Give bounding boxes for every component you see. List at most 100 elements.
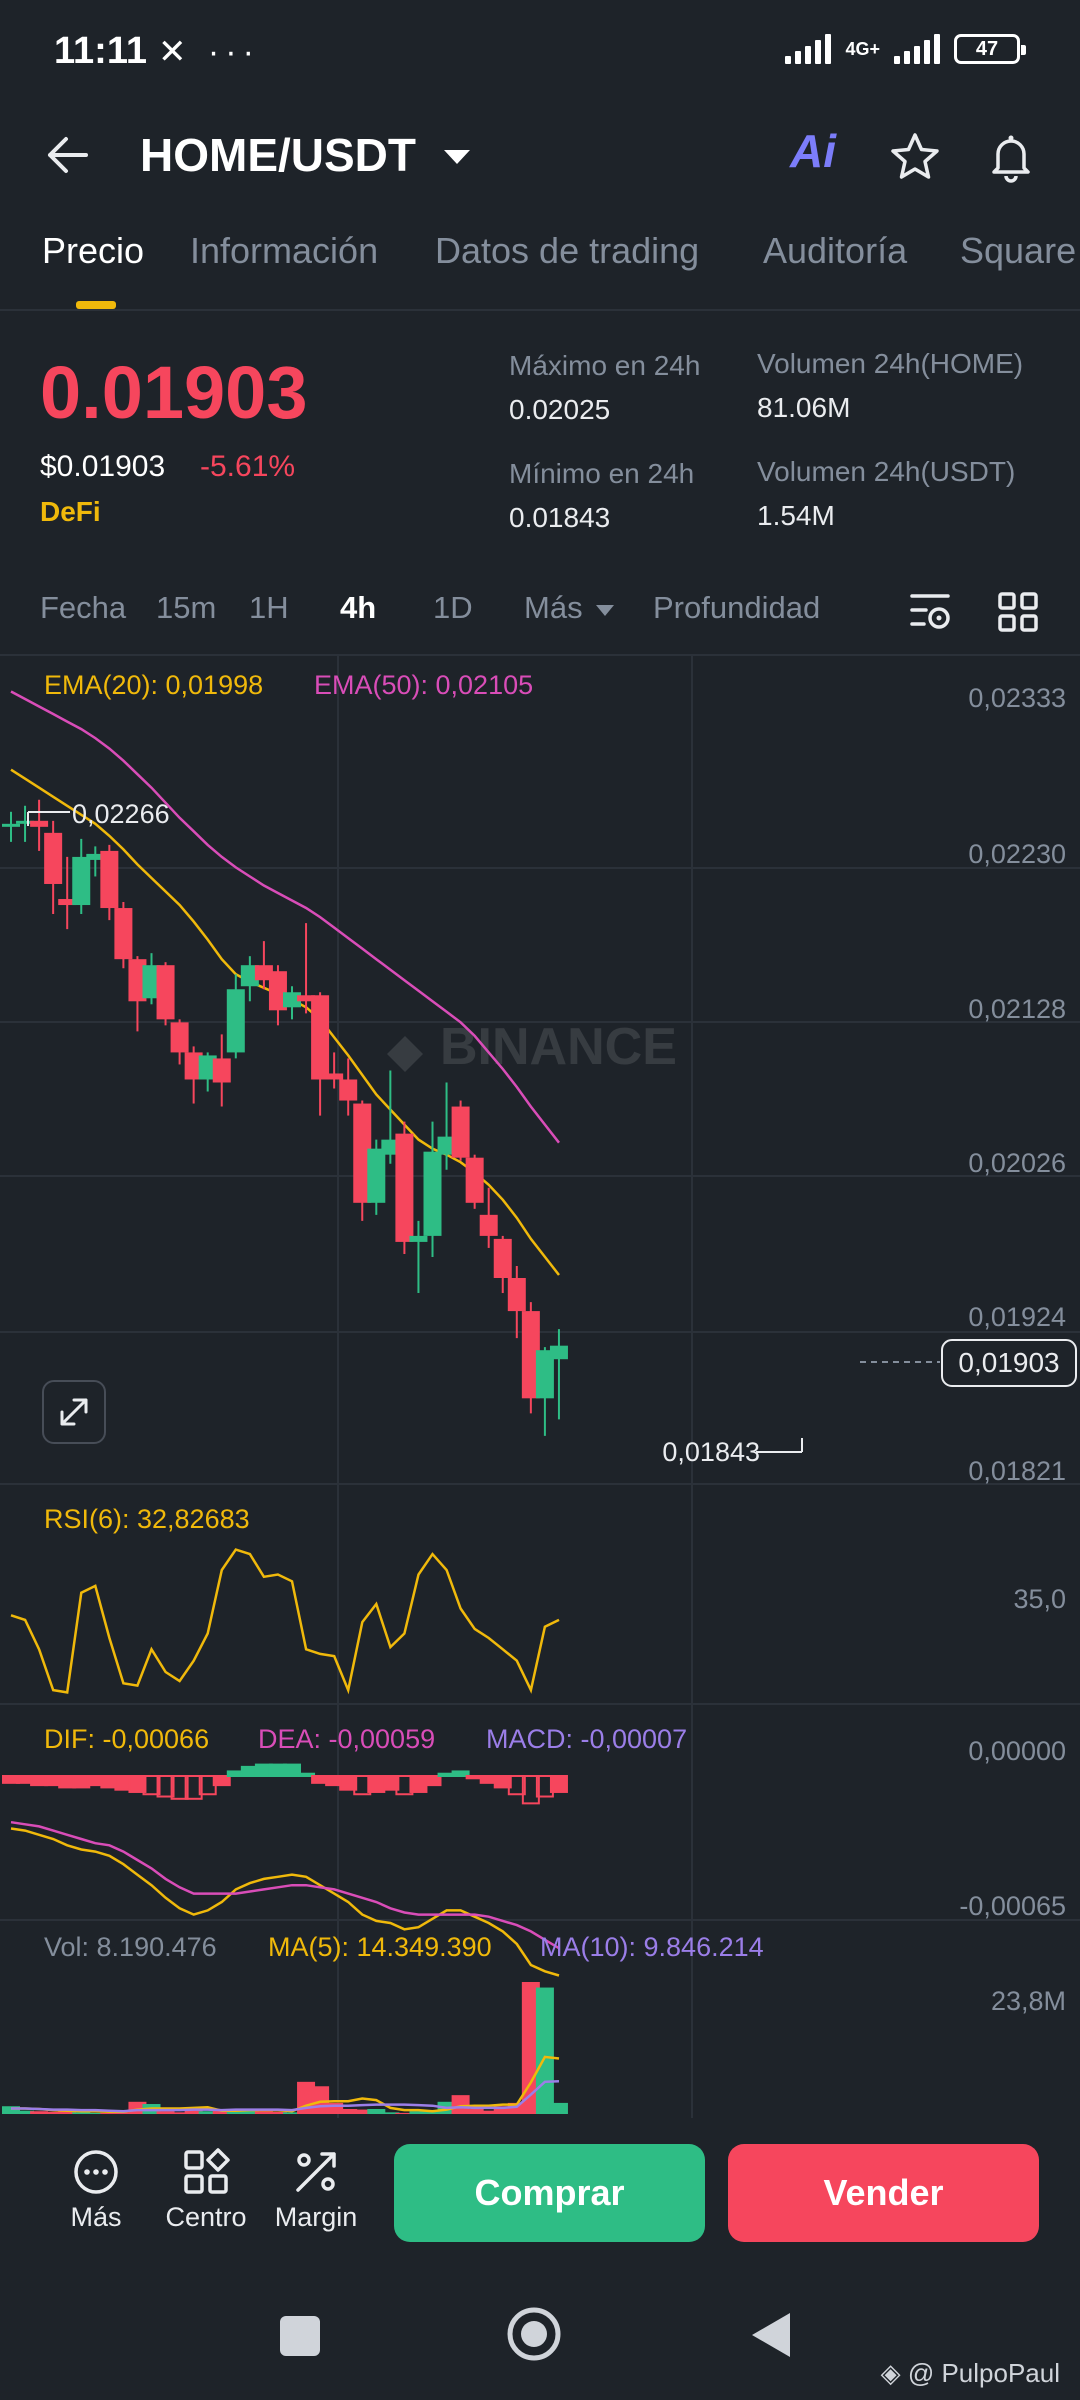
candle-body [72, 856, 91, 906]
candle-body [353, 1103, 372, 1203]
tab-precio[interactable]: Precio [42, 230, 145, 271]
margin-button[interactable]: Margin [266, 2148, 366, 2233]
volume-bar [86, 2112, 105, 2114]
tab-informacion[interactable]: Información [190, 230, 379, 271]
interval-4h[interactable]: 4h [340, 590, 377, 625]
buy-button[interactable]: Comprar [394, 2144, 705, 2242]
volume-bar [353, 2109, 372, 2114]
tab-auditoria[interactable]: Auditoría [763, 230, 908, 271]
usd-price: $0.01903 [40, 450, 166, 483]
centro-button[interactable]: Centro [156, 2148, 256, 2233]
notification-icons: ✕ ··· [158, 33, 260, 71]
volume-bar [170, 2112, 189, 2114]
candle-body [339, 1079, 358, 1101]
fullscreen-button[interactable] [42, 1380, 106, 1444]
price-axis-label: 0,01821 [968, 1456, 1066, 1486]
dea-label: DEA: -0,00059 [258, 1724, 435, 1754]
interval-15m[interactable]: 15m [156, 590, 217, 625]
macd-bar [170, 1775, 189, 1800]
ai-icon[interactable]: Ai [790, 125, 836, 177]
candle-body [297, 995, 316, 1002]
candle-body [479, 1214, 498, 1236]
candle-body [381, 1139, 400, 1155]
dea-line [10, 1820, 560, 1950]
candle-body [170, 1022, 189, 1053]
candle-body [465, 1157, 484, 1203]
rsi-axis-label: 35,0 [1013, 1584, 1066, 1614]
signal-2-icon [894, 34, 940, 64]
volume-bar [2, 2106, 20, 2114]
candle-body [16, 820, 35, 824]
volume-bar [114, 2112, 133, 2114]
price-axis-label: 0,02333 [968, 683, 1066, 713]
pair-title[interactable]: HOME/USDT [140, 129, 416, 181]
macd-bar [549, 1775, 568, 1793]
macd-label: MACD: -0,00007 [486, 1724, 687, 1754]
bell-icon[interactable] [984, 130, 1038, 184]
candle-body [268, 971, 287, 1011]
interval-1d[interactable]: 1D [433, 590, 473, 625]
more-button[interactable]: Más [46, 2148, 146, 2233]
macd-bar [142, 1775, 161, 1796]
volume-bar [507, 2102, 526, 2114]
home-nav-button[interactable] [506, 2306, 562, 2362]
back-arrow-icon[interactable] [42, 130, 92, 180]
macd-bar [521, 1775, 540, 1805]
price-axis-label: 0,02230 [968, 839, 1066, 869]
volume-bar [535, 1987, 554, 2114]
macd-bar [493, 1775, 512, 1789]
candle-body [283, 992, 301, 1008]
price-change: -5.61% [200, 450, 296, 483]
candle-body [30, 820, 49, 827]
interval-1h[interactable]: 1H [249, 590, 289, 625]
volume-bar [44, 2111, 63, 2114]
author-watermark: ◈ @ PulpoPaul [880, 2358, 1060, 2388]
recents-nav-button[interactable] [280, 2316, 320, 2356]
volume-bar [493, 2106, 512, 2114]
battery-icon: 47 [954, 34, 1026, 64]
tab-square[interactable]: Square [960, 230, 1077, 271]
volume-bar [240, 2110, 259, 2114]
candle-body [507, 1278, 526, 1312]
high-24h-label: Máximo en 24h [509, 350, 701, 381]
candle-body [493, 1238, 512, 1279]
interval-profundidad[interactable]: Profundidad [653, 590, 821, 625]
dif-label: DIF: -0,00066 [44, 1724, 209, 1754]
vol-label: Vol: 8.190.476 [44, 1932, 217, 1962]
rsi-label: RSI(6): 32,82683 [44, 1504, 250, 1534]
expand-icon [60, 1398, 88, 1426]
ema50-line [10, 690, 560, 1144]
volume-bar [339, 2109, 358, 2114]
centro-label: Centro [165, 2202, 247, 2232]
low-24h-value: 0.01843 [509, 502, 611, 533]
interval-mas[interactable]: Más [524, 590, 583, 625]
volume-bar [521, 1982, 540, 2114]
candle-body [367, 1148, 386, 1203]
sell-button[interactable]: Vender [728, 2144, 1039, 2242]
volume-bar [367, 2109, 386, 2114]
tab-bar: Precio Información Datos de trading Audi… [0, 230, 1080, 310]
pair-dropdown-icon[interactable] [444, 150, 470, 164]
candle-body [114, 908, 133, 960]
candle-body [395, 1133, 414, 1242]
candle-body [535, 1350, 554, 1399]
volume-bar [16, 2110, 35, 2114]
status-time: 11:11 [54, 30, 147, 72]
kline-chart[interactable]: BINANCE EMA(20): 0,01998 EMA(50): 0,0210… [0, 656, 1080, 2118]
margin-icon [296, 2152, 336, 2192]
candle-body [549, 1345, 568, 1360]
volume-bar [72, 2112, 91, 2114]
low-marker-label: 0,01843 [662, 1437, 760, 1467]
star-icon[interactable] [888, 130, 942, 184]
mas-dropdown-icon[interactable] [596, 605, 614, 616]
current-price-tag [941, 1339, 1077, 1387]
chart-settings-icon[interactable] [910, 592, 952, 632]
interval-fecha[interactable]: Fecha [40, 590, 127, 625]
grid-layout-icon[interactable] [998, 592, 1038, 632]
price-axis-label: 0,01924 [968, 1302, 1066, 1332]
tab-datos-trading[interactable]: Datos de trading [435, 230, 700, 271]
volume-bar [198, 2111, 217, 2114]
back-nav-button[interactable] [748, 2310, 794, 2360]
category-tag[interactable]: DeFi [40, 496, 101, 527]
macd-bar [339, 1775, 358, 1791]
